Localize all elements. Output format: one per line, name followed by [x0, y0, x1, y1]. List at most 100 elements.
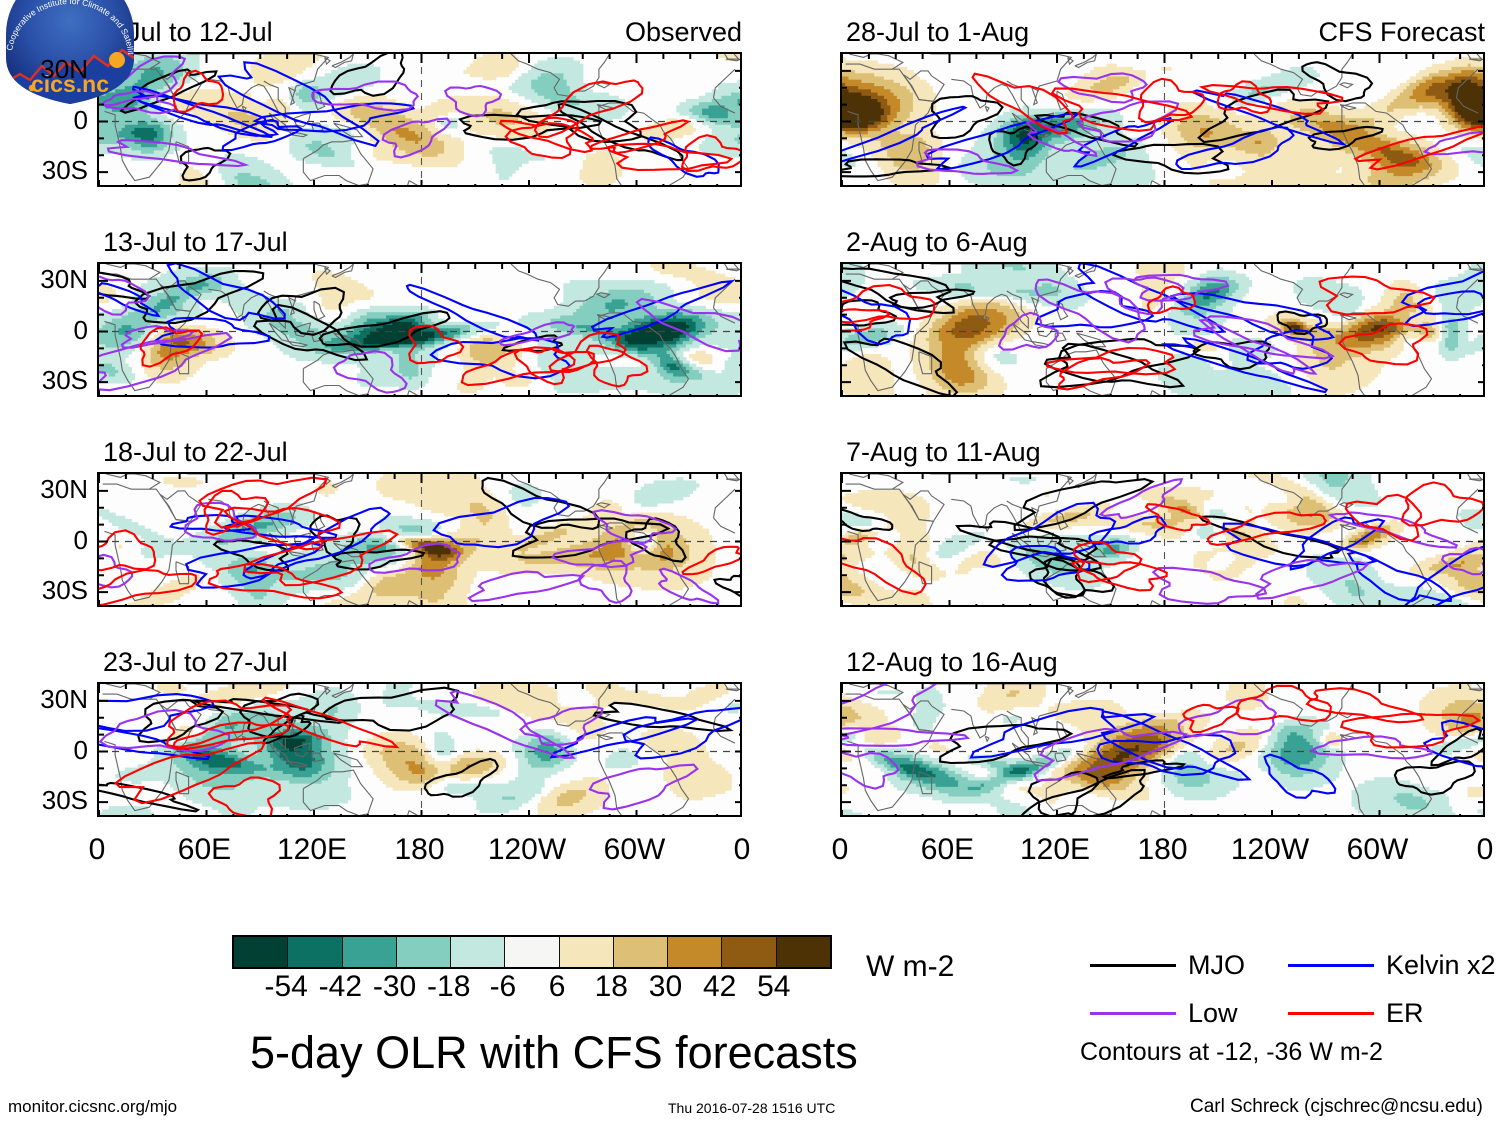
contour-kelvin-x2: [242, 506, 392, 580]
contour-kelvin-x2: [1400, 270, 1483, 316]
contour-kelvin-x2: [166, 264, 286, 322]
contour-low: [1197, 318, 1318, 375]
wave-contours: [842, 684, 1483, 815]
contour-er: [1339, 712, 1482, 749]
legend-item-low: Low: [1090, 1000, 1238, 1027]
contour-mjo: [624, 517, 687, 563]
wave-contours: [99, 686, 740, 815]
footer-author: Carl Schreck (cjschrec@ncsu.edu): [1190, 1097, 1483, 1116]
colorbar-tick-label: -30: [355, 972, 435, 1002]
contour-mjo: [842, 267, 955, 315]
contour-er: [606, 142, 734, 172]
contour-mjo: [318, 310, 451, 348]
contour-low: [1193, 315, 1336, 360]
legend-swatch-mjo: [1090, 964, 1176, 967]
axis-ticks: [842, 474, 1483, 605]
axis-ticks: [842, 684, 1483, 815]
contour-low: [1327, 511, 1459, 549]
column-header: CFS Forecast: [1318, 19, 1485, 46]
colorbar-tick-label: 18: [571, 972, 651, 1002]
contour-kelvin-x2: [549, 716, 700, 759]
contour-kelvin-x2: [842, 105, 968, 163]
contour-low: [1025, 120, 1098, 158]
contour-low: [498, 321, 576, 347]
contour-er: [1144, 503, 1212, 532]
y-axis-label: 30N: [0, 686, 88, 712]
contour-low: [106, 139, 250, 168]
contour-mjo: [99, 271, 152, 300]
colorbar-tick-label: -42: [300, 972, 380, 1002]
contour-kelvin-x2: [216, 61, 380, 148]
colorbar-bin: [559, 937, 614, 967]
wave-contours: [842, 264, 1483, 395]
contour-er: [165, 699, 293, 749]
contour-low: [577, 559, 633, 604]
contour-mjo: [1013, 478, 1155, 532]
axis-ticks: [842, 264, 1483, 395]
contour-er: [172, 69, 225, 113]
x-axis-label: 60E: [893, 835, 1003, 865]
contour-er: [842, 284, 936, 324]
contour-mjo: [329, 54, 406, 97]
colorbar-bin: [613, 937, 669, 967]
y-axis-label: 30S: [0, 157, 88, 183]
contour-er: [207, 776, 281, 815]
contour-low: [99, 553, 134, 589]
contour-low: [99, 55, 187, 107]
contour-er: [203, 489, 270, 536]
contour-er: [114, 741, 267, 805]
map-canvas: [97, 262, 742, 397]
contour-kelvin-x2: [1190, 89, 1348, 146]
wave-contours: [99, 54, 740, 182]
column-header: Observed: [625, 19, 742, 46]
contour-mjo: [137, 698, 225, 744]
legend-item-mjo: MJO: [1090, 952, 1245, 979]
y-axis-label: 30S: [0, 787, 88, 813]
contour-er: [1072, 540, 1143, 584]
colorbar-bin: [505, 937, 560, 967]
contour-er: [1182, 703, 1240, 734]
colorbar-bin: [668, 937, 723, 967]
contour-mjo: [842, 158, 952, 178]
contour-low: [1103, 276, 1185, 316]
contour-er: [1069, 560, 1168, 592]
colorbar-tick-label: -54: [246, 972, 326, 1002]
colorbar-bin: [776, 937, 830, 967]
panel-title: 18-Jul to 22-Jul: [103, 439, 288, 466]
colorbar-units-label: W m-2: [866, 952, 954, 982]
y-axis-label: 30N: [0, 266, 88, 292]
contour-mjo: [1028, 556, 1087, 598]
contour-low: [467, 570, 586, 603]
contour-kelvin-x2: [154, 316, 271, 349]
contour-kelvin-x2: [1000, 544, 1091, 582]
contour-mjo: [99, 781, 201, 813]
legend-swatch-low: [1090, 1012, 1176, 1015]
contour-kelvin-x2: [1096, 733, 1237, 777]
contour-low: [551, 539, 649, 569]
contour-kelvin-x2: [622, 706, 740, 760]
contour-low: [842, 751, 900, 790]
legend-label-er: ER: [1386, 1000, 1424, 1027]
contour-mjo: [842, 299, 898, 327]
contour-kelvin-x2: [252, 102, 416, 133]
contour-low: [332, 350, 408, 394]
contour-mjo: [423, 757, 499, 798]
contour-er: [1337, 322, 1429, 366]
contour-mjo: [1027, 770, 1100, 815]
colorbar-tick-label: 30: [625, 972, 705, 1002]
x-axis-label: 0: [785, 835, 895, 865]
contour-mjo: [592, 701, 734, 733]
contour-mjo: [1192, 340, 1272, 371]
contour-kelvin-x2: [405, 283, 540, 342]
contour-mjo: [988, 125, 1039, 167]
x-axis-label: 180: [365, 835, 475, 865]
page-title: 5-day OLR with CFS forecasts: [250, 1030, 858, 1075]
x-axis-label: 60W: [580, 835, 690, 865]
map-canvas: [840, 472, 1485, 607]
contour-er: [842, 308, 891, 332]
footer-url[interactable]: monitor.cicsnc.org/mjo: [8, 1098, 177, 1115]
contour-er: [99, 568, 197, 605]
contour-mjo: [179, 146, 232, 182]
contour-mjo: [930, 95, 1004, 140]
colorbar-bin: [451, 937, 506, 967]
